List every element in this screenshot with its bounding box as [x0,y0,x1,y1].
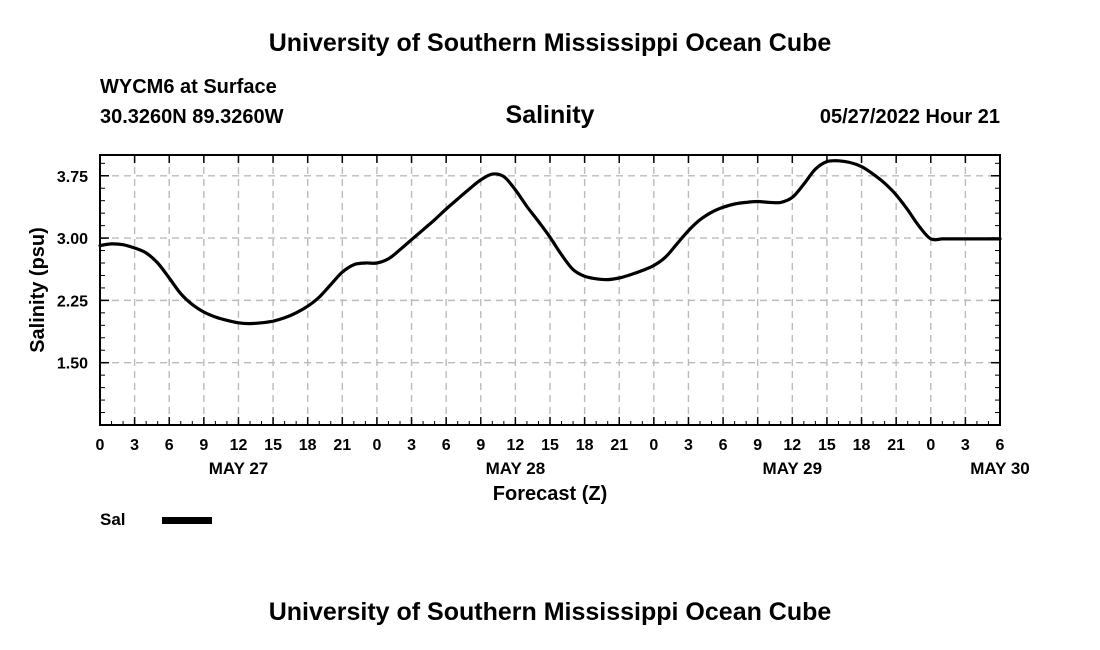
legend-swatch [162,517,212,524]
x-tick-label: 3 [130,437,139,454]
footer-title: University of Southern Mississippi Ocean… [268,598,832,626]
x-tick-label: 0 [372,437,381,454]
x-tick-label: 18 [853,437,871,454]
x-tick-label: 12 [783,437,801,454]
x-tick-label: 9 [476,437,485,454]
x-date-label: MAY 27 [209,459,269,478]
station-label: WYCM6 at Surface [100,76,277,98]
y-tick-label: 3.75 [57,169,88,186]
x-tick-label: 21 [610,437,628,454]
x-tick-label: 6 [165,437,174,454]
x-tick-label: 18 [299,437,317,454]
x-tick-label: 0 [96,437,105,454]
x-tick-label: 12 [230,437,248,454]
x-tick-label: 18 [576,437,594,454]
y-tick-label: 2.25 [57,293,88,310]
x-tick-label: 6 [996,437,1005,454]
x-tick-label: 6 [719,437,728,454]
y-tick-label: 3.00 [57,231,88,248]
y-tick-label: 1.50 [57,356,88,373]
x-tick-label: 15 [541,437,559,454]
x-tick-label: 15 [264,437,282,454]
x-tick-label: 15 [818,437,836,454]
salinity-series-line [98,159,1002,326]
y-axis-label: Salinity (psu) [27,227,49,353]
x-date-label: MAY 29 [763,459,823,478]
axis-labels: 0 3 6 9 12 15 18 21 0 3 6 9 12 15 18 21 0 3 6 9 12 15 18 21 0 3 6 M… [57,169,1030,478]
grid-lines [100,155,1000,425]
x-tick-label: 9 [199,437,208,454]
x-date-label: MAY 30 [970,459,1030,478]
x-date-label: MAY 28 [486,459,546,478]
x-tick-label: 0 [649,437,658,454]
x-tick-label: 12 [506,437,524,454]
legend-label: Sal [100,510,126,529]
station-coordinates: 30.3260N 89.3260W [100,106,284,128]
x-tick-label: 9 [753,437,762,454]
x-tick-label: 21 [333,437,351,454]
page-title: University of Southern Mississippi Ocean… [268,29,832,57]
chart-title: Salinity [505,101,595,129]
x-tick-label: 21 [887,437,905,454]
x-tick-label: 3 [407,437,416,454]
forecast-run-time: 05/27/2022 Hour 21 [819,106,1000,128]
x-tick-label: 6 [442,437,451,454]
x-tick-label: 0 [926,437,935,454]
x-tick-label: 3 [961,437,970,454]
x-axis-label: Forecast (Z) [493,483,607,505]
plot-frame [99,154,1001,426]
x-tick-label: 3 [684,437,693,454]
